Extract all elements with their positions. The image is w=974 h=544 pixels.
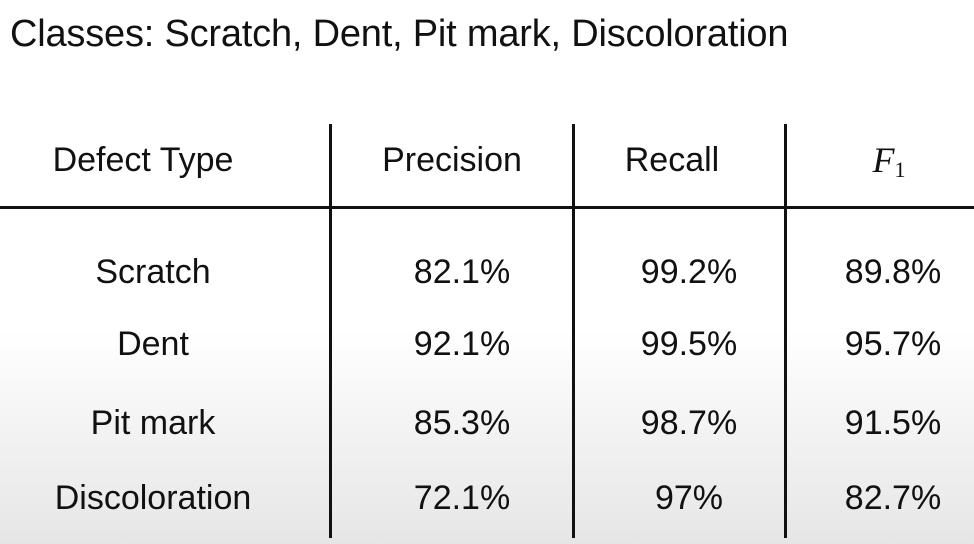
column-divider-2 — [572, 124, 575, 538]
cell-defect-type: Dent — [117, 325, 189, 363]
cell-f1: 95.7% — [844, 325, 942, 363]
header-precision: Precision — [382, 141, 522, 179]
caption: Classes: Scratch, Dent, Pit mark, Discol… — [10, 13, 789, 55]
cell-recall: 98.7% — [640, 404, 738, 442]
header-f1: F1 — [873, 140, 906, 190]
column-divider-1 — [329, 124, 332, 538]
cell-recall: 97% — [654, 479, 724, 517]
header-rule — [0, 206, 974, 209]
cell-f1: 89.8% — [844, 253, 942, 291]
f1-symbol: F — [872, 140, 895, 180]
f1-subscript: 1 — [894, 157, 906, 182]
header-defect-type: Defect Type — [52, 141, 234, 179]
cell-precision: 72.1% — [413, 479, 511, 517]
cell-defect-type: Scratch — [95, 253, 211, 291]
cell-f1: 82.7% — [844, 479, 942, 517]
cell-recall: 99.5% — [640, 325, 738, 363]
cell-f1: 91.5% — [844, 404, 942, 442]
cell-precision: 92.1% — [413, 325, 511, 363]
cell-recall: 99.2% — [640, 253, 738, 291]
cell-precision: 85.3% — [413, 404, 511, 442]
header-recall: Recall — [624, 141, 720, 179]
cell-defect-type: Discoloration — [54, 479, 252, 517]
cell-precision: 82.1% — [413, 253, 511, 291]
column-divider-3 — [784, 124, 787, 538]
cell-defect-type: Pit mark — [90, 404, 216, 442]
